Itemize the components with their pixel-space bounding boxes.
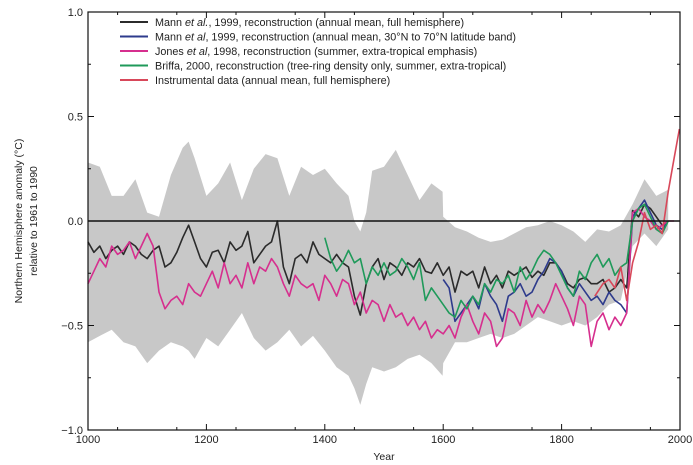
series-line-4 <box>594 128 681 302</box>
series-line-0 <box>87 203 669 316</box>
x-tick-label: 1000 <box>76 434 100 446</box>
y-tick-label: 0.0 <box>68 216 83 228</box>
uncertainty-band-layer <box>88 141 669 405</box>
series-line-3 <box>324 203 669 318</box>
legend-label-italic: et al <box>185 32 206 44</box>
legend-label-italic: et al. <box>185 17 208 29</box>
legend-label-2: Jones et al, 1998, reconstruction (summe… <box>155 46 477 58</box>
legend-label-1: Mann et al, 1999, reconstruction (annual… <box>155 32 516 44</box>
x-tick-label: 1600 <box>431 434 455 446</box>
y-axis-title-line1: Northern Hemisphere anomaly (°C) <box>13 139 25 304</box>
y-tick-label: −0.5 <box>61 321 83 333</box>
y-tick-label: 0.5 <box>68 112 83 124</box>
legend-label-part: Instrumental data (annual mean, full hem… <box>155 75 390 87</box>
legend-label-italic: et al <box>187 46 208 58</box>
legend-label-part: , 1999, reconstruction (annual mean, ful… <box>208 17 464 29</box>
uncertainty-band <box>88 141 669 405</box>
legend-label-part: Mann <box>155 17 185 29</box>
series-line-2 <box>87 207 675 348</box>
x-tick-label: 2000 <box>668 434 692 446</box>
y-tick-label: 1.0 <box>68 7 83 19</box>
legend-label-part: Briffa, 2000, reconstruction (tree-ring … <box>155 61 506 73</box>
series-layer <box>87 128 681 348</box>
x-tick-label: 1800 <box>549 434 573 446</box>
legend-label-part: Mann <box>155 32 185 44</box>
legend: Mann et al., 1999, reconstruction (annua… <box>120 17 516 87</box>
y-axis-title-line2: relative to 1961 to 1990 <box>28 166 40 276</box>
axes-layer: −1.0 −0.5 0.0 0.5 1.0 1000 1200 1400 1600 1800 200… <box>61 7 692 446</box>
x-tick-label: 1400 <box>313 434 337 446</box>
legend-label-part: Jones <box>155 46 187 58</box>
legend-label-3: Briffa, 2000, reconstruction (tree-ring … <box>155 61 506 73</box>
legend-label-part: , 1998, reconstruction (summer, extra-tr… <box>207 46 477 58</box>
legend-label-part: , 1999, reconstruction (annual mean, 30°… <box>205 32 516 44</box>
x-tick-label: 1200 <box>194 434 218 446</box>
legend-label-4: Instrumental data (annual mean, full hem… <box>155 75 390 87</box>
legend-label-0: Mann et al., 1999, reconstruction (annua… <box>155 17 464 29</box>
y-tick-label: −1.0 <box>61 425 83 437</box>
x-axis-title: Year <box>373 451 395 463</box>
